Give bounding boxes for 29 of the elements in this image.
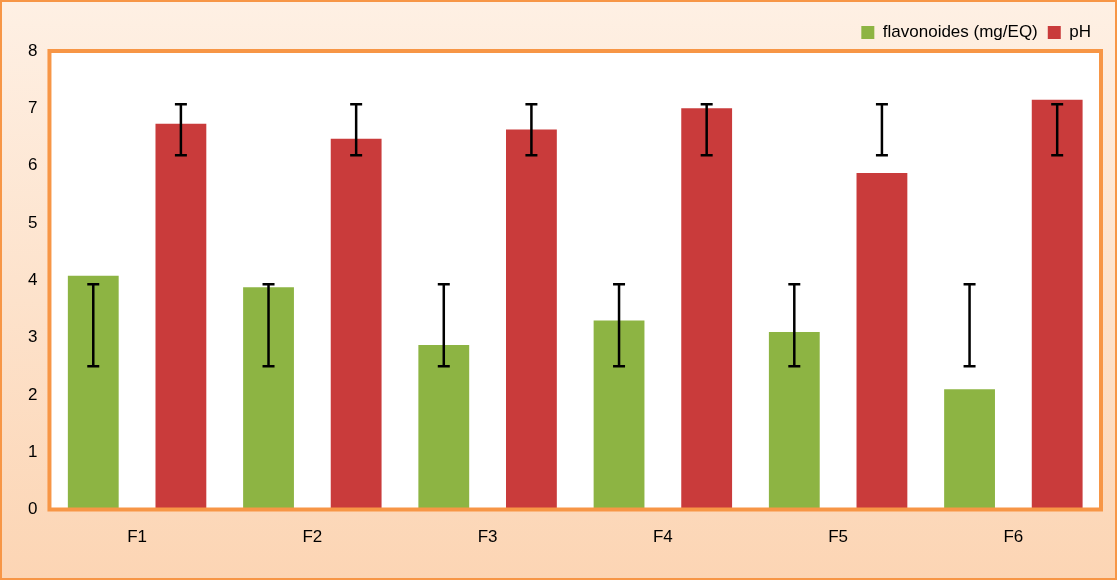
y-tick-label: 2 bbox=[27, 384, 38, 404]
y-tick-label: 4 bbox=[27, 269, 38, 289]
bar bbox=[593, 320, 645, 510]
bar bbox=[856, 173, 908, 510]
bar bbox=[681, 108, 733, 510]
bar bbox=[67, 275, 119, 510]
x-tick-label: F3 bbox=[477, 527, 498, 547]
y-tick-label: 3 bbox=[27, 327, 38, 347]
bar bbox=[243, 287, 294, 510]
x-tick-label: F2 bbox=[302, 527, 323, 547]
bar bbox=[506, 129, 557, 510]
bar bbox=[330, 138, 382, 510]
legend-label: flavonoides (mg/EQ) bbox=[882, 22, 1038, 42]
y-tick-label: 1 bbox=[27, 441, 38, 461]
x-tick-label: F4 bbox=[652, 527, 673, 547]
y-tick-label: 8 bbox=[27, 40, 38, 60]
x-tick-label: F6 bbox=[1003, 527, 1024, 547]
bar bbox=[768, 331, 820, 510]
y-tick-label: 6 bbox=[27, 155, 38, 175]
bar bbox=[418, 345, 470, 510]
y-tick-label: 5 bbox=[27, 212, 38, 232]
bar bbox=[1031, 99, 1083, 510]
legend-label: pH bbox=[1069, 22, 1091, 42]
bar bbox=[944, 389, 995, 510]
y-tick-label: 7 bbox=[27, 98, 38, 118]
y-tick-label: 0 bbox=[27, 499, 38, 519]
x-tick-label: F5 bbox=[828, 527, 849, 547]
bar bbox=[155, 123, 207, 510]
x-tick-label: F1 bbox=[127, 527, 148, 547]
